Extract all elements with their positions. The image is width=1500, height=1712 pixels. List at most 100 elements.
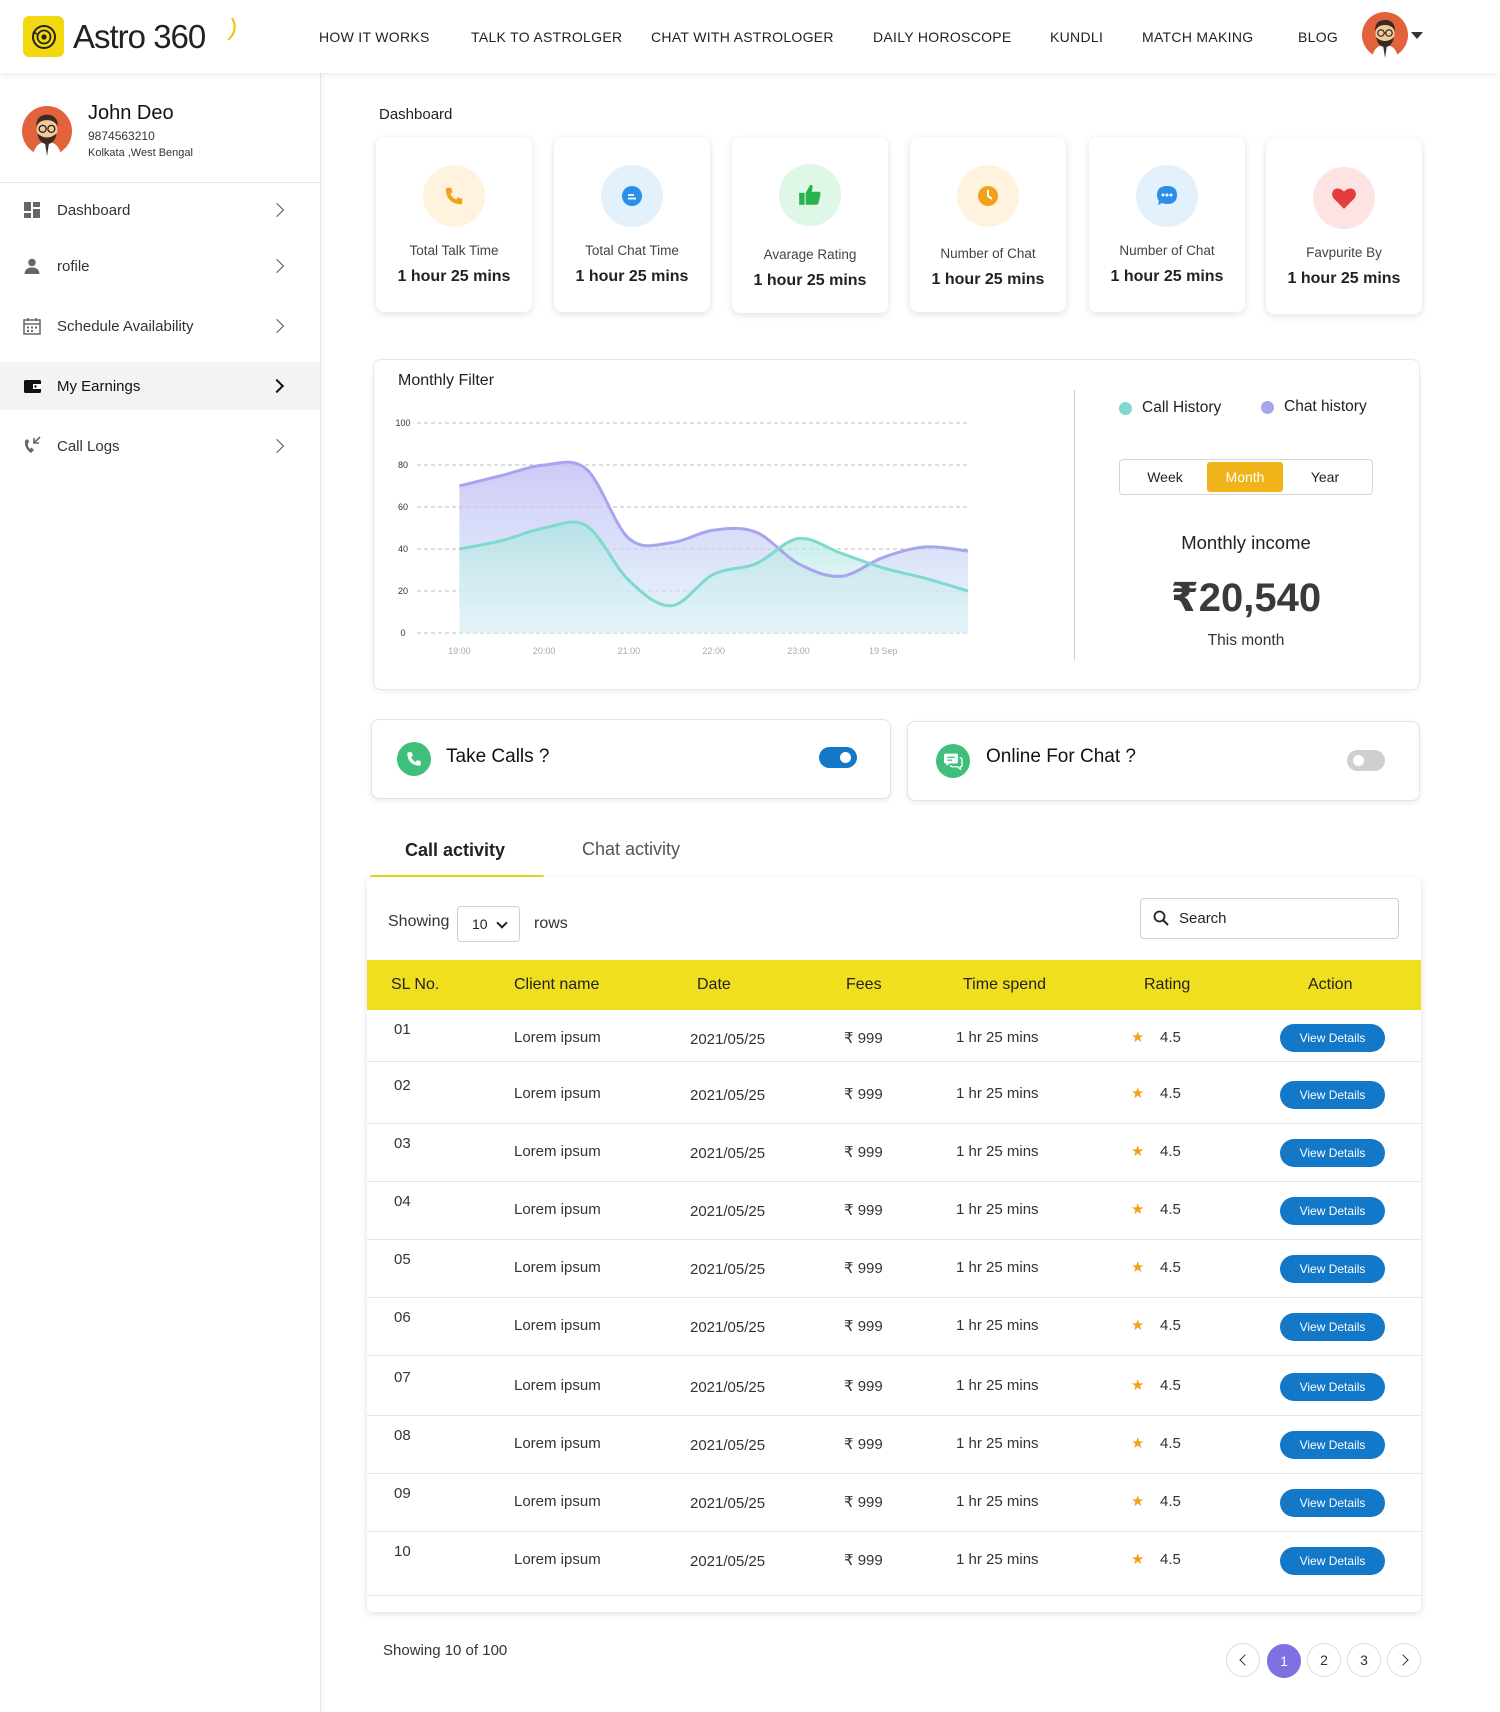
cell-date: 2021/05/25 bbox=[690, 1495, 766, 1512]
y-tick-label: 100 bbox=[395, 418, 410, 428]
cell-client-name: Lorem ipsum bbox=[514, 1317, 601, 1334]
cell-client-name: Lorem ipsum bbox=[514, 1551, 601, 1568]
cell-client-name: Lorem ipsum bbox=[514, 1201, 601, 1218]
wallet-icon bbox=[22, 376, 42, 396]
top-navbar: Astro 360 HOW IT WORKS TALK TO ASTROLGER… bbox=[0, 0, 1500, 73]
cell-fees: ₹ 999 bbox=[844, 1494, 883, 1511]
account-dropdown-icon[interactable] bbox=[1411, 32, 1423, 39]
chart-title: Monthly Filter bbox=[398, 372, 495, 389]
legend-dot-chat bbox=[1261, 400, 1274, 414]
user-avatar[interactable] bbox=[1362, 12, 1408, 58]
cell-time-spend: 1 hr 25 mins bbox=[956, 1377, 1039, 1394]
nav-blog[interactable]: BLOG bbox=[1298, 29, 1339, 45]
view-details-button[interactable]: View Details bbox=[1280, 1431, 1385, 1459]
cell-client-name: Lorem ipsum bbox=[514, 1493, 601, 1510]
view-details-button[interactable]: View Details bbox=[1280, 1489, 1385, 1517]
online-chat-card: Online For Chat ? bbox=[907, 721, 1420, 801]
period-selector: Week Month Year bbox=[1119, 459, 1373, 495]
view-details-button[interactable]: View Details bbox=[1280, 1547, 1385, 1575]
nav-daily-horoscope[interactable]: DAILY HOROSCOPE bbox=[873, 29, 1012, 45]
nav-match-making[interactable]: MATCH MAKING bbox=[1142, 29, 1254, 45]
area-chart: 0 20 40 60 80 100 19:00 20:00 21:00 22:00 23:00 19 … bbox=[395, 418, 969, 656]
pagination-page-2[interactable]: 2 bbox=[1307, 1643, 1341, 1677]
x-tick-label: 23:00 bbox=[787, 646, 810, 656]
cell-fees: ₹ 999 bbox=[844, 1086, 883, 1103]
stat-value: 1 hour 25 mins bbox=[1287, 270, 1401, 287]
sidebar: John Deo 9874563210 Kolkata ,West Bengal… bbox=[0, 73, 321, 1712]
pagination-page-3[interactable]: 3 bbox=[1347, 1643, 1381, 1677]
sidebar-item-call-logs[interactable]: Call Logs bbox=[0, 422, 320, 470]
column-header-time-spend: Time spend bbox=[963, 976, 1046, 993]
x-tick-label: 20:00 bbox=[533, 646, 556, 656]
nav-kundli[interactable]: KUNDLI bbox=[1050, 29, 1104, 45]
period-week-button[interactable]: Week bbox=[1147, 469, 1183, 485]
call-logs-icon bbox=[22, 436, 42, 456]
cell-fees: ₹ 999 bbox=[844, 1260, 883, 1277]
view-details-button[interactable]: View Details bbox=[1280, 1139, 1385, 1167]
star-icon: ★ bbox=[1131, 1493, 1145, 1510]
sidebar-item-label: Call Logs bbox=[57, 437, 120, 455]
cell-date: 2021/05/25 bbox=[690, 1031, 766, 1048]
table-row: 10 Lorem ipsum 2021/05/25 ₹ 999 1 hr 25 mins… bbox=[367, 1532, 1421, 1596]
stat-value: 1 hour 25 mins bbox=[931, 271, 1045, 288]
sidebar-item-profile[interactable]: rofile bbox=[0, 242, 320, 290]
search-input[interactable] bbox=[1179, 910, 1379, 927]
view-details-button[interactable]: View Details bbox=[1280, 1373, 1385, 1401]
take-calls-toggle[interactable] bbox=[819, 747, 857, 768]
y-tick-label: 0 bbox=[400, 628, 405, 638]
cell-client-name: Lorem ipsum bbox=[514, 1029, 601, 1046]
cell-rating: 4.5 bbox=[1160, 1201, 1181, 1218]
chevron-right-icon bbox=[269, 202, 285, 218]
stat-card-number-of-chat-1: Number of Chat 1 hour 25 mins bbox=[910, 137, 1066, 312]
pagination-page-1[interactable]: 1 bbox=[1267, 1644, 1301, 1678]
nav-talk-to-astrologer[interactable]: TALK TO ASTROLGER bbox=[471, 29, 623, 45]
cell-fees: ₹ 999 bbox=[844, 1436, 883, 1453]
y-tick-label: 60 bbox=[398, 502, 408, 512]
sidebar-item-my-earnings[interactable]: My Earnings bbox=[0, 362, 320, 410]
period-month-button[interactable]: Month bbox=[1207, 462, 1283, 492]
cell-client-name: Lorem ipsum bbox=[514, 1143, 601, 1160]
chevron-down-icon bbox=[496, 917, 508, 929]
cell-time-spend: 1 hr 25 mins bbox=[956, 1143, 1039, 1160]
stat-card-favourite-by: Favpurite By 1 hour 25 mins bbox=[1266, 139, 1422, 314]
online-chat-label: Online For Chat ? bbox=[986, 746, 1136, 767]
rows-per-page-select[interactable]: 10 bbox=[457, 906, 520, 942]
view-details-button[interactable]: View Details bbox=[1280, 1313, 1385, 1341]
nav-chat-with-astrologer[interactable]: CHAT WITH ASTROLOGER bbox=[651, 29, 834, 45]
logo-mark-icon bbox=[23, 16, 64, 57]
y-tick-label: 40 bbox=[398, 544, 408, 554]
pagination-prev-button[interactable] bbox=[1226, 1643, 1260, 1677]
toggle-knob bbox=[1353, 755, 1364, 766]
pagination-next-button[interactable] bbox=[1387, 1643, 1421, 1677]
cell-rating: 4.5 bbox=[1160, 1029, 1181, 1046]
view-details-button[interactable]: View Details bbox=[1280, 1081, 1385, 1109]
cell-sl-no: 05 bbox=[394, 1251, 411, 1268]
cell-sl-no: 06 bbox=[394, 1309, 411, 1326]
pagination-summary: Showing 10 of 100 bbox=[383, 1642, 508, 1659]
cell-time-spend: 1 hr 25 mins bbox=[956, 1085, 1039, 1102]
logo-arc-icon bbox=[227, 17, 236, 41]
view-details-button[interactable]: View Details bbox=[1280, 1255, 1385, 1283]
star-icon: ★ bbox=[1131, 1259, 1145, 1276]
page-title: Dashboard bbox=[379, 106, 453, 123]
stat-label: Number of Chat bbox=[1119, 243, 1215, 258]
cell-rating: 4.5 bbox=[1160, 1551, 1181, 1568]
brand-logo[interactable]: Astro 360 bbox=[23, 16, 236, 57]
profile-phone: 9874563210 bbox=[88, 129, 155, 143]
stat-value: 1 hour 25 mins bbox=[753, 272, 867, 289]
legend-dot-call bbox=[1119, 401, 1132, 415]
rows-label: rows bbox=[534, 915, 568, 932]
view-details-button[interactable]: View Details bbox=[1280, 1024, 1385, 1052]
sidebar-item-label: My Earnings bbox=[57, 377, 141, 395]
sidebar-item-dashboard[interactable]: Dashboard bbox=[0, 186, 320, 234]
stat-value: 1 hour 25 mins bbox=[1110, 268, 1224, 285]
tab-call-activity[interactable]: Call activity bbox=[405, 840, 506, 860]
online-chat-toggle[interactable] bbox=[1347, 750, 1385, 771]
cell-sl-no: 09 bbox=[394, 1485, 411, 1502]
view-details-button[interactable]: View Details bbox=[1280, 1197, 1385, 1225]
nav-how-it-works[interactable]: HOW IT WORKS bbox=[319, 29, 430, 45]
period-year-button[interactable]: Year bbox=[1310, 469, 1340, 485]
sidebar-item-schedule[interactable]: Schedule Availability bbox=[0, 302, 320, 350]
tab-chat-activity[interactable]: Chat activity bbox=[582, 839, 681, 859]
series-line bbox=[459, 520, 969, 608]
